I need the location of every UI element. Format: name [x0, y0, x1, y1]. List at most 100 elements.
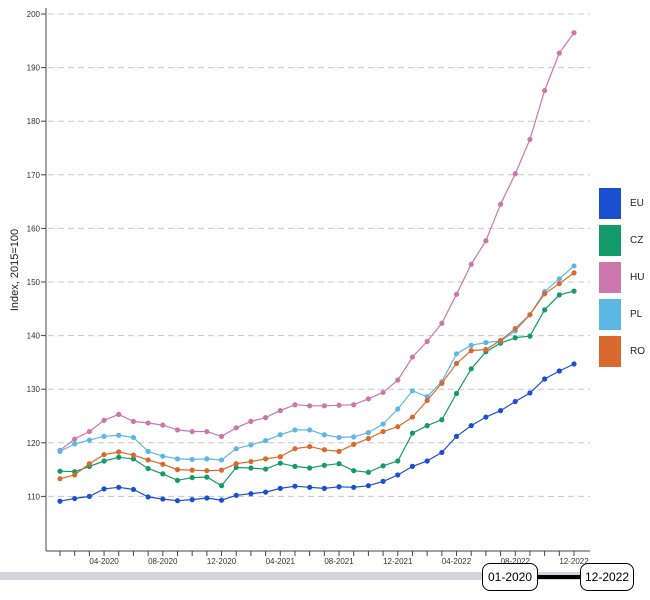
data-point-hu [263, 415, 269, 421]
legend-item-pl[interactable]: PL [599, 299, 650, 334]
data-point-hu [204, 428, 210, 435]
x-tick-label: 04-2022 [442, 557, 472, 566]
data-point-pl [160, 453, 166, 459]
data-point-cz [116, 454, 122, 460]
data-point-eu [512, 398, 518, 405]
data-point-ro [556, 281, 562, 287]
data-point-ro [174, 467, 181, 473]
data-point-cz [292, 463, 298, 469]
data-point-pl [174, 456, 181, 462]
range-end-handle[interactable]: 12-2022 [580, 563, 634, 591]
legend-item-cz[interactable]: CZ [599, 225, 650, 260]
legend: EU CZ HU PL RO [599, 188, 650, 373]
data-point-cz [395, 458, 401, 464]
data-point-cz [130, 456, 137, 462]
data-point-cz [248, 465, 254, 471]
data-point-hu [512, 171, 518, 177]
data-point-pl [336, 434, 342, 441]
data-point-ro [292, 446, 298, 452]
data-point-eu [57, 498, 63, 504]
data-point-hu [72, 436, 78, 442]
x-tick-label: 08-2020 [148, 557, 178, 566]
legend-swatch-eu [599, 188, 621, 219]
data-point-hu [130, 418, 137, 424]
data-point-ro [483, 346, 489, 353]
data-point-hu [483, 238, 489, 244]
series-line-pl [59, 265, 575, 461]
data-point-ro [263, 456, 269, 462]
legend-label-eu: EU [630, 198, 644, 209]
y-tick-label: 140 [27, 332, 41, 341]
data-point-ro [307, 443, 313, 450]
data-point-eu [409, 463, 416, 469]
legend-label-hu: HU [630, 272, 645, 283]
data-point-eu [101, 486, 107, 492]
series-cz [57, 288, 577, 489]
axes: 110 120 130 140 150 160 170 180 190 200 04-2020 08-… [27, 8, 590, 566]
data-point-eu [395, 472, 401, 478]
data-point-ro [453, 360, 460, 367]
series-line-eu [59, 363, 575, 502]
data-point-eu [218, 497, 225, 503]
data-point-pl [365, 430, 371, 436]
data-point-cz [218, 483, 225, 489]
y-tick-label: 160 [27, 224, 41, 233]
data-point-eu [233, 492, 239, 498]
data-point-pl [204, 456, 210, 462]
series-hu [57, 30, 577, 453]
y-tick-label: 170 [27, 171, 41, 180]
data-point-pl [424, 394, 430, 400]
legend-item-hu[interactable]: HU [599, 262, 650, 297]
x-tick-label: 12-2022 [559, 557, 589, 566]
data-point-pl [116, 432, 122, 438]
data-point-ro [321, 447, 327, 453]
data-point-pl [189, 456, 195, 463]
series-group [57, 30, 577, 504]
data-point-eu [86, 493, 92, 499]
y-tick-label: 150 [27, 278, 41, 287]
data-point-cz [57, 468, 63, 474]
data-point-ro [365, 435, 371, 442]
data-point-eu [116, 484, 122, 490]
data-point-ro [72, 472, 78, 478]
data-point-cz [189, 475, 195, 481]
data-point-hu [321, 403, 327, 409]
data-point-cz [424, 423, 430, 429]
data-point-cz [145, 465, 151, 472]
data-point-eu [189, 497, 195, 503]
legend-item-eu[interactable]: EU [599, 188, 650, 223]
data-point-pl [218, 457, 225, 463]
data-point-eu [336, 484, 342, 490]
data-point-ro [395, 424, 401, 430]
data-point-pl [263, 438, 269, 444]
data-point-cz [468, 366, 474, 372]
data-point-cz [439, 417, 445, 423]
series-pl [57, 263, 577, 463]
data-point-eu [527, 390, 533, 396]
data-point-pl [571, 263, 577, 269]
x-tick-label: 04-2020 [89, 557, 119, 566]
legend-item-ro[interactable]: RO [599, 336, 650, 371]
y-tick-label: 190 [27, 64, 41, 73]
data-point-hu [160, 422, 166, 428]
data-point-hu [439, 320, 445, 326]
data-point-eu [72, 495, 78, 502]
legend-label-ro: RO [630, 346, 645, 357]
data-point-cz [160, 471, 166, 477]
data-point-pl [248, 442, 254, 448]
data-point-hu [145, 420, 151, 426]
data-point-eu [556, 368, 562, 374]
data-point-eu [542, 376, 548, 382]
data-point-hu [468, 261, 474, 267]
data-point-eu [307, 484, 313, 490]
range-start-handle[interactable]: 01-2020 [482, 563, 538, 591]
data-point-pl [380, 421, 386, 427]
time-scrollbar[interactable] [0, 572, 595, 580]
x-tick-label: 08-2021 [324, 557, 354, 566]
legend-swatch-pl [599, 299, 621, 330]
data-point-ro [424, 397, 430, 404]
data-point-hu [365, 396, 371, 402]
data-point-ro [527, 312, 533, 318]
data-point-pl [72, 441, 78, 447]
data-point-eu [365, 483, 371, 489]
